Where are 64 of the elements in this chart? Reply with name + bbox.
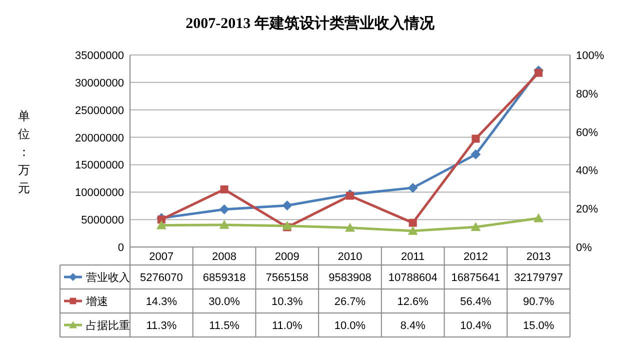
data-label: 5276070 xyxy=(140,272,183,284)
data-label: 12.6% xyxy=(397,296,429,308)
y-tick-label: 25000000 xyxy=(75,104,124,117)
point xyxy=(345,222,355,232)
y2-tick-label: 60% xyxy=(576,126,598,139)
y-tick-label: 35000000 xyxy=(75,50,124,62)
point xyxy=(219,204,230,214)
point xyxy=(470,222,481,232)
data-label: 10.0% xyxy=(334,320,366,332)
data-label: 14.3% xyxy=(146,296,178,308)
y-axis-title: 单位：万元 xyxy=(18,109,30,195)
y-tick-label: 5000000 xyxy=(81,214,124,227)
y2-tick-label: 20% xyxy=(576,204,598,216)
x-tick-label: 2010 xyxy=(338,251,362,263)
y2-tick-label: 100% xyxy=(576,50,604,62)
data-label: 32179797 xyxy=(514,272,564,284)
point xyxy=(346,192,354,200)
data-label: 16875641 xyxy=(451,272,500,284)
data-label: 7565158 xyxy=(266,272,309,284)
point xyxy=(156,220,166,230)
legend-label: 营业收入 xyxy=(86,271,130,284)
data-label: 6859318 xyxy=(202,272,246,284)
x-tick-label: 2008 xyxy=(212,251,237,263)
chart-title: 2007-2013 年建筑设计类营业收入情况 xyxy=(186,15,436,32)
point xyxy=(157,216,166,224)
data-label: 8.4% xyxy=(400,320,426,332)
y2-tick-label: 40% xyxy=(576,165,598,178)
data-label: 11.3% xyxy=(146,320,177,332)
y2-tick-label: 80% xyxy=(576,88,598,100)
x-tick-label: 2007 xyxy=(149,251,174,263)
point xyxy=(408,226,418,235)
y-tick-label: 10000000 xyxy=(75,187,124,200)
y2-tick-label: 0% xyxy=(576,242,592,254)
x-tick-label: 2009 xyxy=(274,251,300,263)
y-tick-label: 20000000 xyxy=(75,132,124,144)
data-label: 10788604 xyxy=(388,272,438,284)
data-label: 56.4% xyxy=(460,296,492,308)
legend-label: 占据比重 xyxy=(86,319,130,332)
point xyxy=(219,220,230,229)
data-label: 10.3% xyxy=(272,296,303,308)
data-label: 26.7% xyxy=(334,296,366,308)
point xyxy=(220,185,228,194)
y-tick-label: 30000000 xyxy=(75,77,124,90)
data-label: 90.7% xyxy=(522,296,554,308)
data-label: 30.0% xyxy=(208,296,240,308)
legend-label: 增速 xyxy=(85,295,108,308)
y-tick-label: 0 xyxy=(118,242,124,254)
data-label: 10.4% xyxy=(460,320,492,332)
point xyxy=(534,213,544,222)
data-label: 11.0% xyxy=(272,320,303,332)
x-tick-label: 2011 xyxy=(401,251,425,263)
point xyxy=(534,68,543,77)
point xyxy=(282,200,292,210)
data-label: 9583908 xyxy=(328,272,372,284)
point xyxy=(470,149,481,160)
data-label: 15.0% xyxy=(522,320,554,332)
point xyxy=(408,218,417,227)
y-tick-label: 15000000 xyxy=(75,160,124,172)
data-label: 11.5% xyxy=(209,320,240,332)
x-tick-label: 2012 xyxy=(463,251,488,263)
point xyxy=(472,134,480,143)
x-tick-label: 2013 xyxy=(526,251,551,263)
point xyxy=(282,220,292,230)
point xyxy=(408,182,418,193)
